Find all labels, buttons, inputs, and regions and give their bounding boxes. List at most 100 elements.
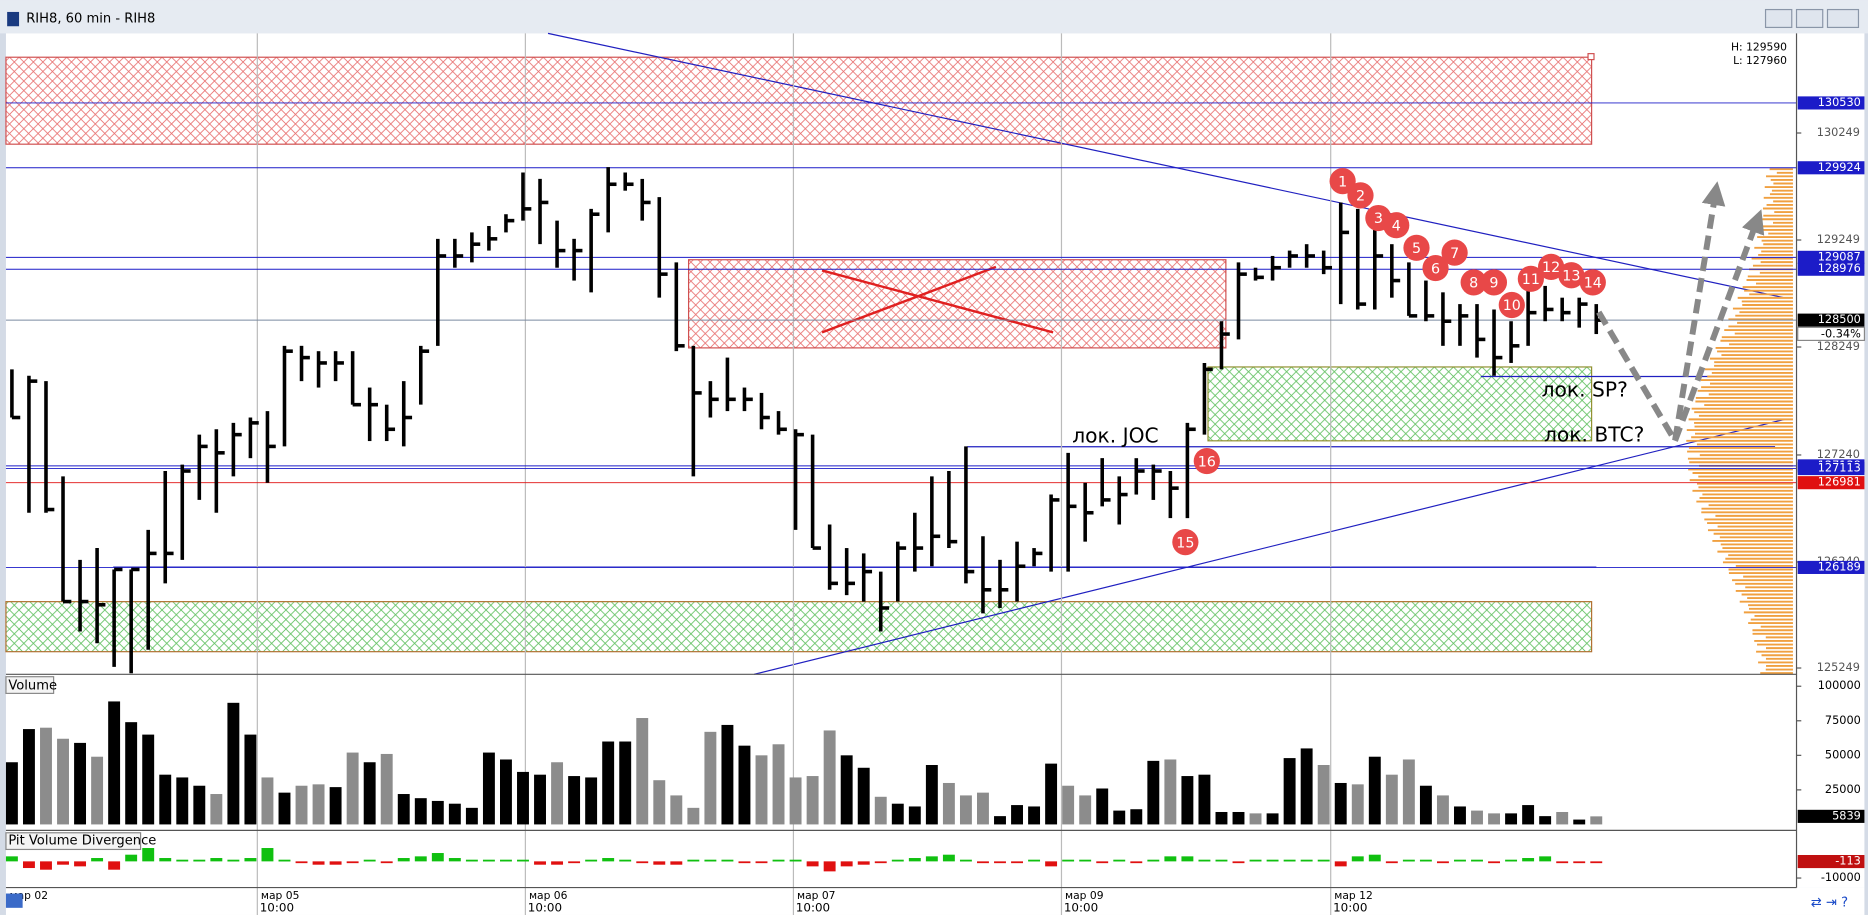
- volume-bar: [397, 794, 410, 825]
- y-tick-label: 125249: [1817, 661, 1860, 674]
- divergence-bar: [1198, 859, 1211, 862]
- volume-bar: [1249, 813, 1262, 825]
- marker-circle: [1579, 269, 1606, 296]
- volume-bar: [670, 795, 683, 825]
- volume-bar: [1198, 774, 1211, 825]
- divergence-bar: [1556, 861, 1569, 864]
- resistance-zone: [687, 259, 1227, 349]
- divergence-bar: [994, 861, 1006, 864]
- trend-line: [753, 418, 1785, 675]
- marker-circle: [1193, 447, 1220, 475]
- y-tick-label: 75000: [1825, 714, 1861, 727]
- time-label: 10:00: [796, 900, 830, 914]
- divergence-bar: [380, 861, 393, 864]
- divergence-bar: [346, 861, 359, 864]
- toolbar-icons[interactable]: ⇄ ⇥ ?: [1811, 896, 1848, 911]
- volume-bar: [1011, 805, 1023, 825]
- volume-bar: [1522, 805, 1535, 825]
- close-button[interactable]: [1826, 8, 1860, 29]
- volume-bar: [1368, 756, 1381, 825]
- marker-label: 11: [1522, 272, 1540, 288]
- toolbar-icon[interactable]: [5, 893, 23, 908]
- volume-bar: [108, 701, 121, 825]
- marker-circle: [1558, 262, 1585, 289]
- volume-bar: [227, 702, 240, 825]
- time-label: 10:00: [528, 900, 562, 914]
- volume-bar: [1556, 811, 1569, 825]
- divergence-bar: [721, 859, 734, 862]
- marker-label: 1: [1338, 174, 1347, 190]
- y-tick-label: 50000: [1825, 748, 1861, 761]
- divergence-bar: [908, 858, 921, 862]
- divergence-bar: [977, 861, 989, 864]
- level-box: [1797, 250, 1865, 264]
- volume-bar: [1317, 765, 1330, 825]
- y-tick-label: 128249: [1817, 340, 1860, 353]
- window-controls[interactable]: [1764, 8, 1860, 29]
- divergence-bar: [227, 859, 240, 862]
- panel-title: Pit Volume Divergence: [8, 834, 156, 849]
- divergence-bar: [857, 861, 870, 865]
- divergence-bar: [1488, 861, 1500, 864]
- divergence-bar: [602, 858, 615, 862]
- volume-bar: [1215, 811, 1228, 825]
- divergence-bar: [159, 858, 172, 862]
- marker-circle: [1498, 291, 1525, 319]
- divergence-bar: [619, 859, 632, 862]
- level-box: [1797, 313, 1865, 327]
- divergence-bar: [1351, 856, 1364, 862]
- marker-label: 13: [1562, 268, 1580, 284]
- divergence-bar: [772, 859, 785, 862]
- marker-label: 3: [1374, 211, 1383, 227]
- volume-bar: [755, 755, 768, 825]
- marker-label: 9: [1489, 276, 1498, 292]
- volume-bar: [789, 777, 802, 825]
- day-label: мар 06: [529, 889, 568, 902]
- divergence-bar: [1147, 859, 1160, 862]
- volume-bar: [1079, 795, 1092, 825]
- divergence-bar: [840, 861, 853, 867]
- marker-circle: [1329, 168, 1356, 195]
- volume-bar: [840, 755, 853, 825]
- marker-label: 2: [1356, 189, 1365, 205]
- marker-circle: [1517, 265, 1544, 292]
- volume-bar: [534, 774, 546, 825]
- day-label: мар 12: [1334, 889, 1373, 902]
- volume-bar: [857, 767, 870, 825]
- divergence-bar: [1471, 859, 1483, 862]
- last-value-box: [1797, 854, 1865, 869]
- change-label: -0.34%: [1821, 327, 1861, 340]
- marker-label: 16: [1198, 454, 1216, 470]
- volume-bar: [1113, 810, 1126, 825]
- level-label: 126189: [1818, 560, 1861, 573]
- divergence-bar: [108, 861, 121, 870]
- volume-bar: [1419, 785, 1432, 825]
- volume-bar: [602, 741, 615, 825]
- marker-circle: [1441, 239, 1468, 266]
- maximize-button[interactable]: [1795, 8, 1824, 29]
- volume-bar: [22, 729, 35, 825]
- divergence-bar: [1419, 859, 1432, 862]
- volume-profile: [1686, 168, 1793, 675]
- last-value-label: -113: [1835, 855, 1861, 868]
- divergence-bar: [414, 856, 427, 862]
- divergence-bar: [551, 861, 564, 865]
- volume-bar: [1147, 760, 1160, 825]
- divergence-bar: [942, 854, 955, 862]
- divergence-bar: [789, 859, 802, 862]
- volume-bar: [91, 756, 104, 825]
- divergence-bar: [431, 853, 444, 862]
- level-label: 128976: [1818, 262, 1861, 275]
- divergence-bar: [465, 859, 478, 862]
- minimize-button[interactable]: [1764, 8, 1793, 29]
- divergence-bar: [534, 861, 546, 865]
- divergence-bar: [1454, 859, 1466, 862]
- support-zone: [5, 601, 1593, 653]
- volume-bar: [363, 762, 376, 825]
- annotation: лок. BTC?: [1544, 423, 1644, 447]
- time-label: 10:00: [260, 900, 294, 914]
- volume-bar: [1096, 788, 1109, 825]
- divergence-bar: [1317, 859, 1330, 862]
- time-axis: [5, 887, 1865, 915]
- trend-line: [547, 32, 1785, 299]
